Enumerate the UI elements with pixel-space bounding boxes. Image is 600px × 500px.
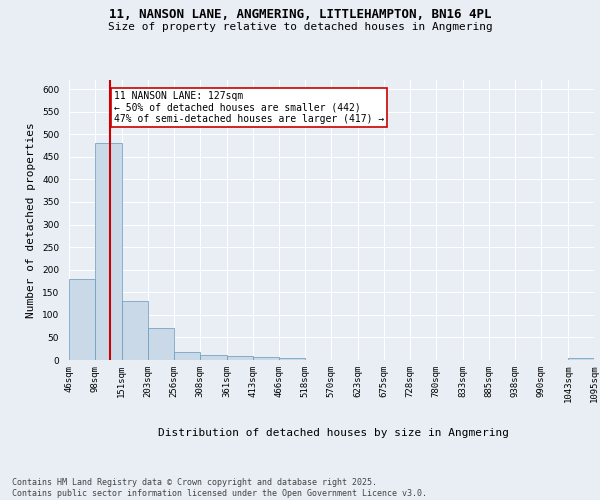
Bar — [122, 302, 148, 360]
Text: Distribution of detached houses by size in Angmering: Distribution of detached houses by size … — [158, 428, 509, 438]
Bar — [253, 358, 279, 360]
Bar — [279, 358, 305, 360]
Bar — [568, 358, 594, 360]
Bar — [227, 356, 253, 360]
Bar — [69, 278, 95, 360]
Bar — [95, 143, 122, 360]
Text: Size of property relative to detached houses in Angmering: Size of property relative to detached ho… — [107, 22, 493, 32]
Bar — [200, 354, 227, 360]
Text: 11 NANSON LANE: 127sqm
← 50% of detached houses are smaller (442)
47% of semi-de: 11 NANSON LANE: 127sqm ← 50% of detached… — [113, 92, 384, 124]
Bar — [148, 328, 174, 360]
Text: 11, NANSON LANE, ANGMERING, LITTLEHAMPTON, BN16 4PL: 11, NANSON LANE, ANGMERING, LITTLEHAMPTO… — [109, 8, 491, 20]
Text: Contains HM Land Registry data © Crown copyright and database right 2025.
Contai: Contains HM Land Registry data © Crown c… — [12, 478, 427, 498]
Y-axis label: Number of detached properties: Number of detached properties — [26, 122, 37, 318]
Bar — [174, 352, 200, 360]
